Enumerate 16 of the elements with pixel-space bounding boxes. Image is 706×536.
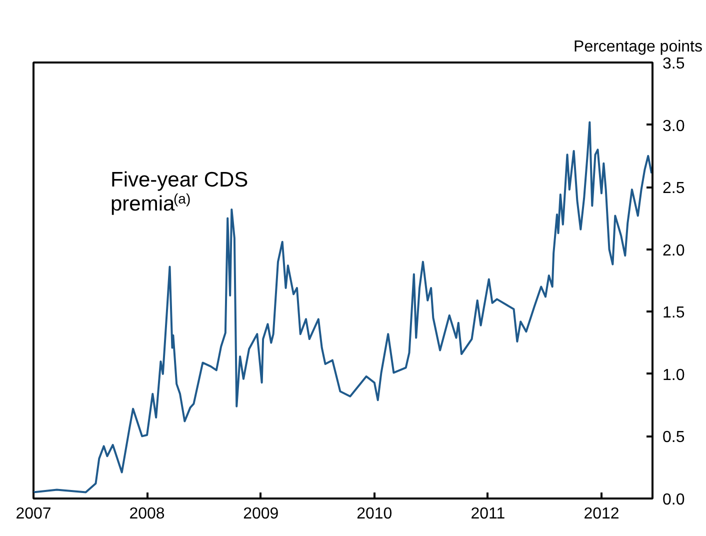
y-tick-label: 3.0 <box>662 118 685 135</box>
y-tick-label: 2.0 <box>662 242 685 260</box>
x-tick-label: 2008 <box>129 506 165 522</box>
x-tick-label: 2009 <box>243 506 279 522</box>
line-series <box>34 121 652 494</box>
y-tick-label: 0.0 <box>662 492 685 508</box>
y-tick-label: 1.0 <box>662 366 685 384</box>
y-tick-label: 2.5 <box>662 180 685 198</box>
x-tick-label: 2007 <box>16 506 52 522</box>
y-tick-label: 1.5 <box>662 304 685 322</box>
x-tick-label: 2012 <box>584 506 620 522</box>
y-tick-label: 3.5 <box>662 56 685 72</box>
y-axis-title: Percentage points <box>574 38 703 56</box>
x-tick-label: 2011 <box>470 506 506 522</box>
x-tick-label: 2010 <box>356 506 392 522</box>
y-tick-label: 0.5 <box>662 429 685 446</box>
